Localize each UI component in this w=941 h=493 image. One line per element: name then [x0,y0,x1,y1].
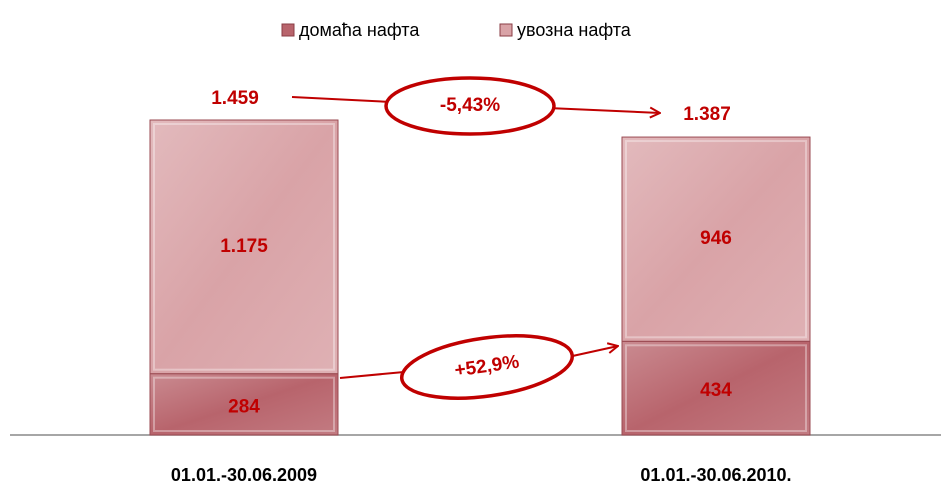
total-label: 1.459 [211,88,259,109]
x-tick-label: 01.01.-30.06.2010. [640,465,791,485]
x-tick-label: 01.01.-30.06.2009 [171,465,317,485]
value-label: 1.175 [220,236,268,257]
bar-segment [621,136,811,342]
arrow [567,346,618,358]
legend-swatch [281,23,295,37]
total-label: 1.387 [683,104,731,125]
bevel [625,140,807,339]
bevel [153,123,335,371]
bevel [153,376,335,432]
bevel [625,344,807,432]
bar-segment [621,340,811,436]
change-label: -5,43% [440,95,500,116]
ellipse [384,76,556,136]
arrow [339,371,405,379]
ellipse [399,334,575,400]
legend-label: увозна нафта [517,20,632,40]
value-label: 946 [700,228,732,249]
arrow [291,96,393,103]
arrow [547,108,660,113]
value-label: 434 [700,380,732,401]
value-label: 284 [228,396,260,417]
legend-swatch [499,23,513,37]
bar-segment [149,119,339,375]
legend-label: домаћа нафта [299,20,420,40]
